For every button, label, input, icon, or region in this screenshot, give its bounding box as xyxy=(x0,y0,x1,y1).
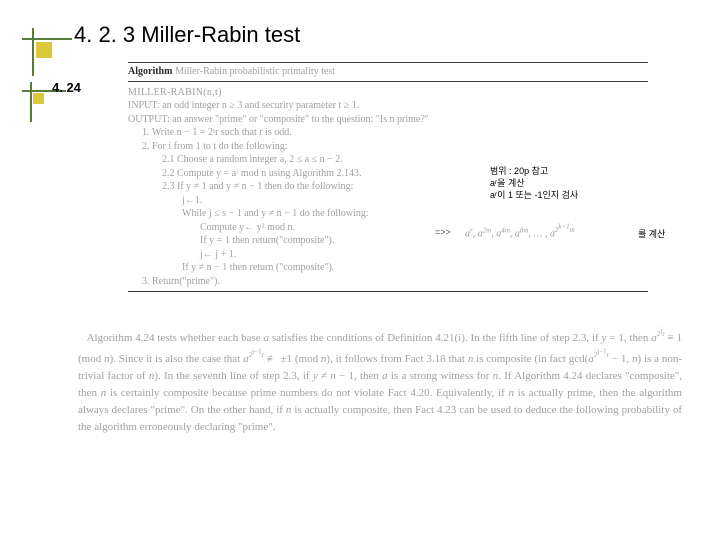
annotation-sequence: ar, a2m, a4m, a8m, … , a2k−1m xyxy=(465,223,575,240)
section-bullet-decoration xyxy=(22,82,44,104)
annotation-compute-ar: aʳ을 계산 xyxy=(490,178,525,190)
section-number: 4. 24 xyxy=(52,80,81,95)
algorithm-output: OUTPUT: an answer "prime" or "composite"… xyxy=(128,113,648,127)
algorithm-function: MILLER-RABIN(n,t) xyxy=(128,86,648,100)
annotation-range: 범위 : 20p 참고 xyxy=(490,166,548,178)
algo-step-3: 3. Return("prime"). xyxy=(128,275,648,289)
annotation-calc-label: 를 계산 xyxy=(638,227,665,240)
algorithm-input: INPUT: an odd integer n ≥ 3 and security… xyxy=(128,99,648,113)
algorithm-block: Algorithm Miller-Rabin probabilistic pri… xyxy=(128,62,648,292)
algorithm-title: Miller-Rabin probabilistic primality tes… xyxy=(172,66,335,77)
algorithm-header: Algorithm Miller-Rabin probabilistic pri… xyxy=(128,62,648,82)
algo-step-2-3e: j← j + 1. xyxy=(128,248,648,262)
annotation-arrow: =>> xyxy=(435,227,451,237)
algo-step-2: 2. For i from 1 to t do the following: xyxy=(128,140,648,154)
algo-step-2-2: 2.2 Compute y = aʳ mod n using Algorithm… xyxy=(128,167,648,181)
explanation-paragraph: Algorithm 4.24 tests whether each base a… xyxy=(78,326,682,436)
title-bullet-decoration xyxy=(22,28,50,56)
algo-step-2-3f: If y ≠ n − 1 then return ("composite"). xyxy=(128,261,648,275)
algorithm-body: MILLER-RABIN(n,t) INPUT: an odd integer … xyxy=(128,86,648,293)
algo-step-2-1: 2.1 Choose a random integer a, 2 ≤ a ≤ n… xyxy=(128,153,648,167)
algo-step-1: 1. Write n − 1 = 2ˢr such that r is odd. xyxy=(128,126,648,140)
annotation-check-ar: aʳ이 1 또는 -1인지 검사 xyxy=(490,190,578,202)
algorithm-label: Algorithm xyxy=(128,66,172,77)
page-title: 4. 2. 3 Miller-Rabin test xyxy=(74,22,300,48)
algo-step-2-3b: While j ≤ s − 1 and y ≠ n − 1 do the fol… xyxy=(128,207,648,221)
